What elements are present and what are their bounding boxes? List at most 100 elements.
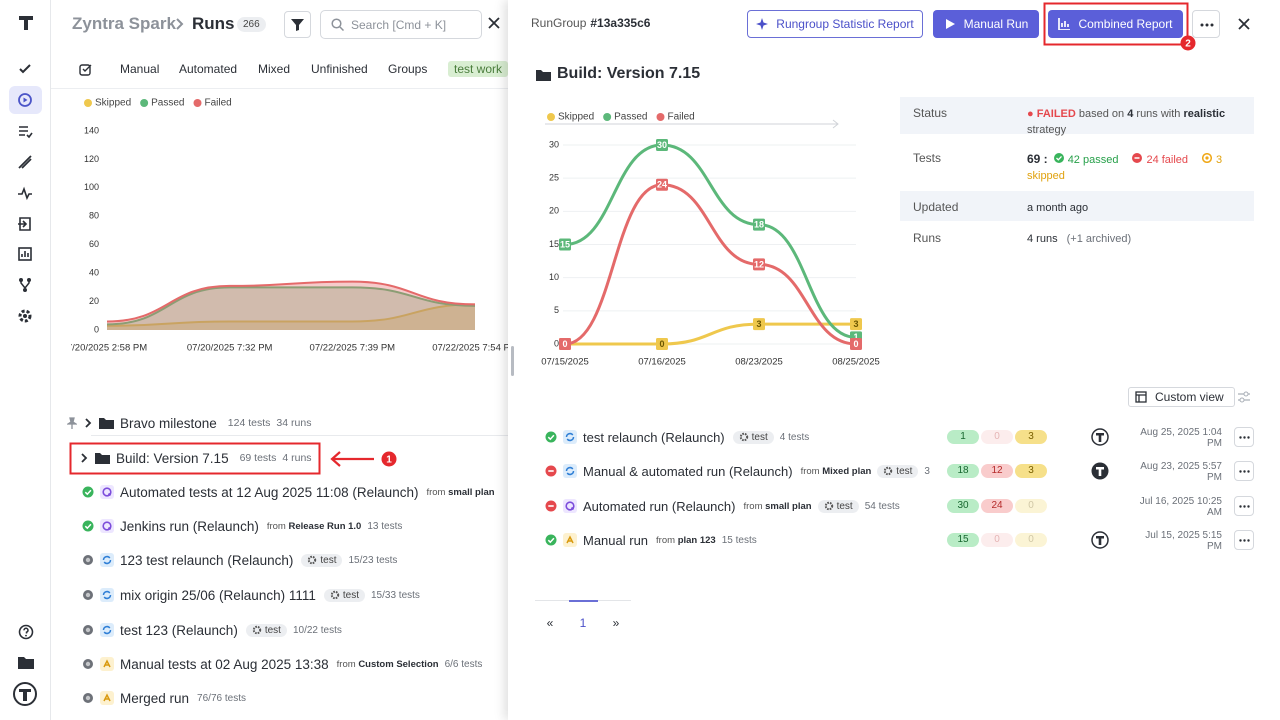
nav-icon[interactable] [17,123,33,139]
legend-marker [547,113,555,121]
run-type-icon-part [100,553,114,567]
y-tick-label: 120 [84,154,99,164]
run-row[interactable]: 123 test relaunch (Relaunch) test 15/23 te… [82,550,397,570]
run-row[interactable]: Manual tests at 02 Aug 2025 13:38 from Cu… [82,654,482,674]
line [564,183,857,346]
project-name[interactable]: Zyntra Spark [72,14,176,33]
logo[interactable] [17,13,35,31]
run-name: Automated tests at 12 Aug 2025 11:08 (Re… [120,484,419,500]
run-name: Manual run [583,532,649,548]
nav-icon[interactable] [17,154,33,170]
run-source: from small plan [426,487,494,498]
tree-row[interactable]: Build: Version 7.15 69 tests 4 runs [79,448,312,468]
run-type-icon-part [563,464,577,478]
tab[interactable]: Groups [388,62,428,76]
run-row[interactable]: Manual & automated run (Relaunch) from Mi… [545,461,930,481]
help-icon[interactable] [18,624,34,640]
header-button[interactable]: Combined Report [1048,10,1183,38]
filter-icon [291,19,304,31]
run-row[interactable]: Manual run from plan 123 15 tests [545,530,757,550]
nav-icon[interactable] [17,277,33,293]
run-tests: 4 tests [779,431,810,443]
assignee-avatar[interactable] [1091,531,1109,549]
page-title: Runs [192,14,235,33]
y-tick-label: 25 [549,173,559,183]
data-label-bg [753,218,765,231]
more-icon-part [1247,539,1250,542]
run-row[interactable]: Automated run (Relaunch) from small plan t… [545,496,900,516]
data-label: 0 [853,339,858,349]
nav-icon[interactable] [17,61,33,77]
header-button[interactable]: Rungroup Statistic Report [747,10,923,38]
header-button[interactable]: Manual Run [933,10,1039,38]
count-pill: 0 [1015,499,1047,513]
tests-passed: 42 passed [1053,153,1118,166]
info-value: a month ago [1027,200,1252,216]
run-type-icon [563,430,577,444]
from-label: from [266,520,286,532]
run-row[interactable]: Automated tests at 12 Aug 2025 11:08 (Re… [82,482,495,502]
projects-icon[interactable] [17,654,35,670]
data-label: 3 [756,319,761,329]
tab-tag[interactable]: test work [448,61,509,77]
nav-icon-part [18,155,32,169]
run-row[interactable]: test 123 (Relaunch) test 10/22 tests [82,620,342,640]
search-icon [331,18,344,31]
run-tests: 76/76 tests [197,692,246,704]
more-button[interactable] [1192,10,1220,38]
page-link[interactable]: « [546,616,554,630]
pagination-active-line [569,600,598,602]
settings-sliders[interactable] [1238,391,1250,403]
data-label-bg [753,258,765,271]
run-type-icon-part [108,493,111,496]
nav-icon[interactable] [17,308,33,324]
tab[interactable]: Automated [179,62,238,76]
drawer-close[interactable] [1238,18,1250,30]
search-icon-part [339,26,344,31]
run-name: Manual & automated run (Relaunch) [583,463,793,479]
count-pill: 12 [981,464,1013,478]
filter-button[interactable] [284,11,311,38]
info-text: a month ago [1027,202,1089,214]
assignee-avatar[interactable] [1091,462,1109,480]
custom-view-button[interactable]: Custom view [1128,387,1235,407]
status-icon-part [85,695,91,701]
tab[interactable]: Manual [120,62,160,76]
legend-marker [140,99,149,107]
nav-icon[interactable] [17,185,33,201]
run-name: Jenkins run (Relaunch) [120,518,259,534]
run-row[interactable]: Merged run 76/76 tests [82,688,246,708]
settings-sliders-part [1239,397,1245,403]
data-label-bg [850,318,862,331]
nav-icon[interactable] [17,92,33,108]
run-row[interactable]: Jenkins run (Relaunch) from Release Run 1… [82,516,402,536]
tree-row[interactable]: Bravo milestone 124 tests 34 runs [67,413,311,433]
nav-icon[interactable] [17,246,33,262]
page-link[interactable]: » [612,616,620,630]
assignee-avatar[interactable] [1091,428,1109,446]
row-menu-button[interactable] [1234,461,1254,481]
row-menu-button[interactable] [1234,427,1254,447]
search-box[interactable]: Search [Cmd + K] [320,10,482,39]
tab[interactable]: Mixed [258,62,291,76]
x-tick-label: 07/22/2025 7:39 PM [310,343,396,354]
user-avatar[interactable] [13,682,37,706]
group-name: Bravo milestone [120,415,217,431]
row-menu-button[interactable] [1234,496,1254,516]
source-name: small plan [765,500,812,512]
panel-close[interactable] [488,17,500,29]
page-link[interactable]: 1 [579,616,587,630]
run-row[interactable]: test relaunch (Relaunch) test 4 tests [545,427,809,447]
tab[interactable]: Unfinished [311,62,368,76]
drawer-close-part [1238,18,1250,30]
tests-total: 69 : [1027,152,1048,166]
y-tick-label: 40 [89,268,99,278]
y-tick-label: 0 [94,324,99,334]
run-tests: 15/33 tests [370,589,420,601]
source-name: Release Run 1.0 [288,520,362,532]
nav-icon[interactable] [17,216,33,232]
run-row[interactable]: mix origin 25/06 (Relaunch) 1111 test 15/3… [82,585,420,605]
row-menu-button[interactable] [1234,530,1254,550]
tabs-icon[interactable] [79,62,93,76]
